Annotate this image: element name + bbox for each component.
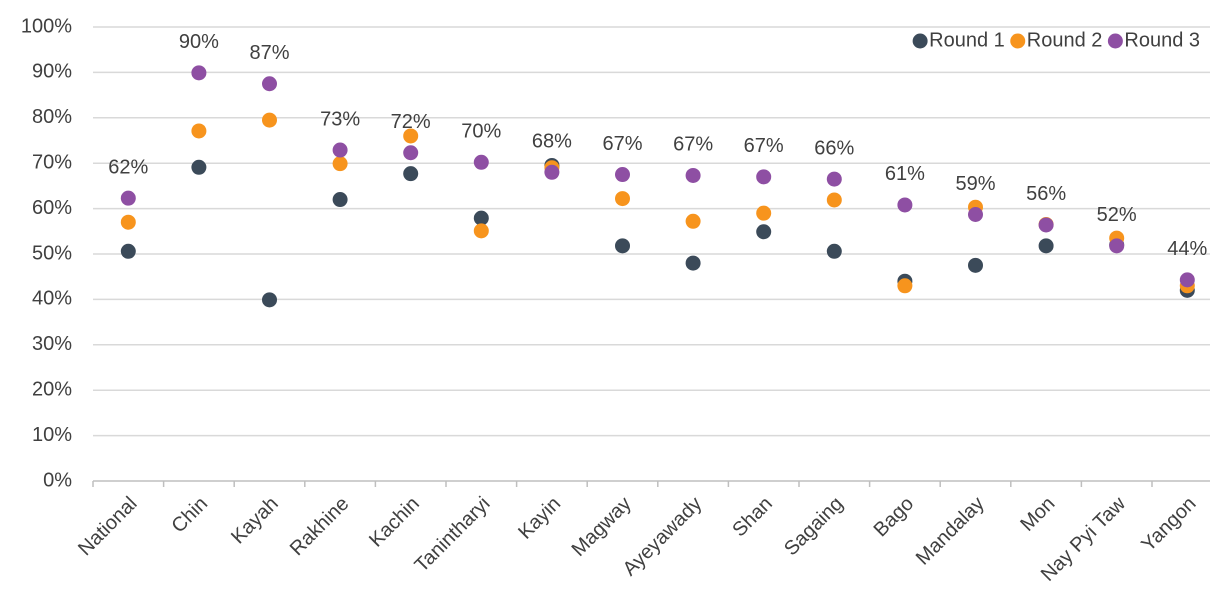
- y-tick-label: 60%: [32, 197, 72, 219]
- data-label: 72%: [391, 111, 431, 133]
- dot: [120, 190, 136, 206]
- data-label: 67%: [602, 133, 642, 155]
- dot: [262, 76, 277, 92]
- data-label: 70%: [461, 121, 501, 143]
- dot: [403, 166, 419, 182]
- x-tick-label: Mandalay: [912, 493, 989, 570]
- dot: [826, 192, 842, 208]
- dot: [756, 224, 772, 240]
- y-tick-label: 30%: [32, 333, 72, 355]
- dot: [1038, 217, 1054, 233]
- x-tick-label: Kayin: [514, 493, 565, 544]
- y-tick-label: 40%: [32, 288, 72, 310]
- dot: [685, 167, 701, 183]
- dot: [473, 223, 489, 239]
- y-tick-label: 100%: [21, 15, 72, 37]
- dot: [756, 205, 772, 221]
- dot: [615, 238, 630, 254]
- dot: [473, 154, 489, 170]
- legend-label: Round 3: [1124, 29, 1200, 51]
- y-tick-label: 20%: [32, 378, 72, 400]
- dot: [897, 278, 913, 294]
- dot: [615, 191, 630, 207]
- dot: [473, 210, 489, 226]
- data-label: 68%: [532, 131, 572, 153]
- legend-label: Round 1: [929, 29, 1005, 51]
- data-label: 67%: [673, 134, 713, 156]
- y-tick-label: 50%: [32, 242, 72, 264]
- y-tick-label: 90%: [32, 61, 72, 83]
- dot: [191, 123, 207, 139]
- y-tick-label: 0%: [43, 469, 72, 491]
- data-label: 61%: [885, 163, 925, 185]
- data-label: 44%: [1167, 238, 1207, 260]
- data-label: 73%: [320, 108, 360, 130]
- x-tick-label: Bago: [870, 493, 919, 542]
- dot: [262, 292, 277, 308]
- x-tick-label: Magway: [568, 493, 636, 561]
- y-tick-label: 70%: [32, 151, 72, 173]
- x-tick-label: Kachin: [365, 493, 424, 552]
- y-tick-label: 80%: [32, 106, 72, 128]
- data-label: 59%: [955, 173, 995, 195]
- dot: [403, 145, 419, 161]
- dot: [756, 169, 772, 185]
- dot: [1179, 272, 1195, 288]
- dot: [191, 65, 207, 81]
- data-label: 90%: [179, 31, 219, 53]
- data-label: 67%: [744, 135, 784, 157]
- dot: [615, 167, 630, 183]
- x-tick-label: Sagaing: [780, 493, 847, 560]
- data-label: 62%: [108, 156, 148, 178]
- dot: [120, 243, 136, 259]
- dot: [120, 214, 136, 230]
- dot: [544, 164, 560, 180]
- x-tick-label: Mon: [1016, 493, 1059, 536]
- dot: [968, 207, 983, 223]
- legend-marker: [1010, 33, 1026, 49]
- dot: [968, 257, 983, 273]
- dot: [191, 159, 207, 175]
- x-tick-label: National: [74, 493, 141, 560]
- x-tick-label: Kayah: [227, 493, 283, 549]
- x-tick-label: Shan: [728, 493, 777, 542]
- data-label: 66%: [814, 137, 854, 159]
- dot: [332, 142, 348, 158]
- dot: [403, 128, 419, 144]
- dot: [685, 213, 701, 229]
- y-tick-label: 10%: [32, 424, 72, 446]
- dot: [826, 243, 842, 259]
- data-label: 52%: [1097, 204, 1137, 226]
- dot: [1038, 238, 1054, 254]
- x-tick-label: Tanintharyi: [411, 493, 495, 577]
- dot: [1109, 238, 1125, 254]
- dot: [685, 255, 701, 271]
- dot: [332, 156, 348, 172]
- dot: [897, 197, 913, 213]
- legend-marker: [1107, 33, 1123, 49]
- dot: [826, 171, 842, 187]
- legend-label: Round 2: [1027, 29, 1103, 51]
- dot: [262, 112, 277, 128]
- data-label: 56%: [1026, 183, 1066, 205]
- legend-marker: [912, 33, 928, 49]
- x-tick-label: Chin: [168, 493, 213, 538]
- data-label: 87%: [249, 42, 289, 64]
- dot: [332, 192, 348, 208]
- x-tick-label: Yangon: [1137, 493, 1200, 556]
- x-tick-label: Rakhine: [286, 493, 353, 560]
